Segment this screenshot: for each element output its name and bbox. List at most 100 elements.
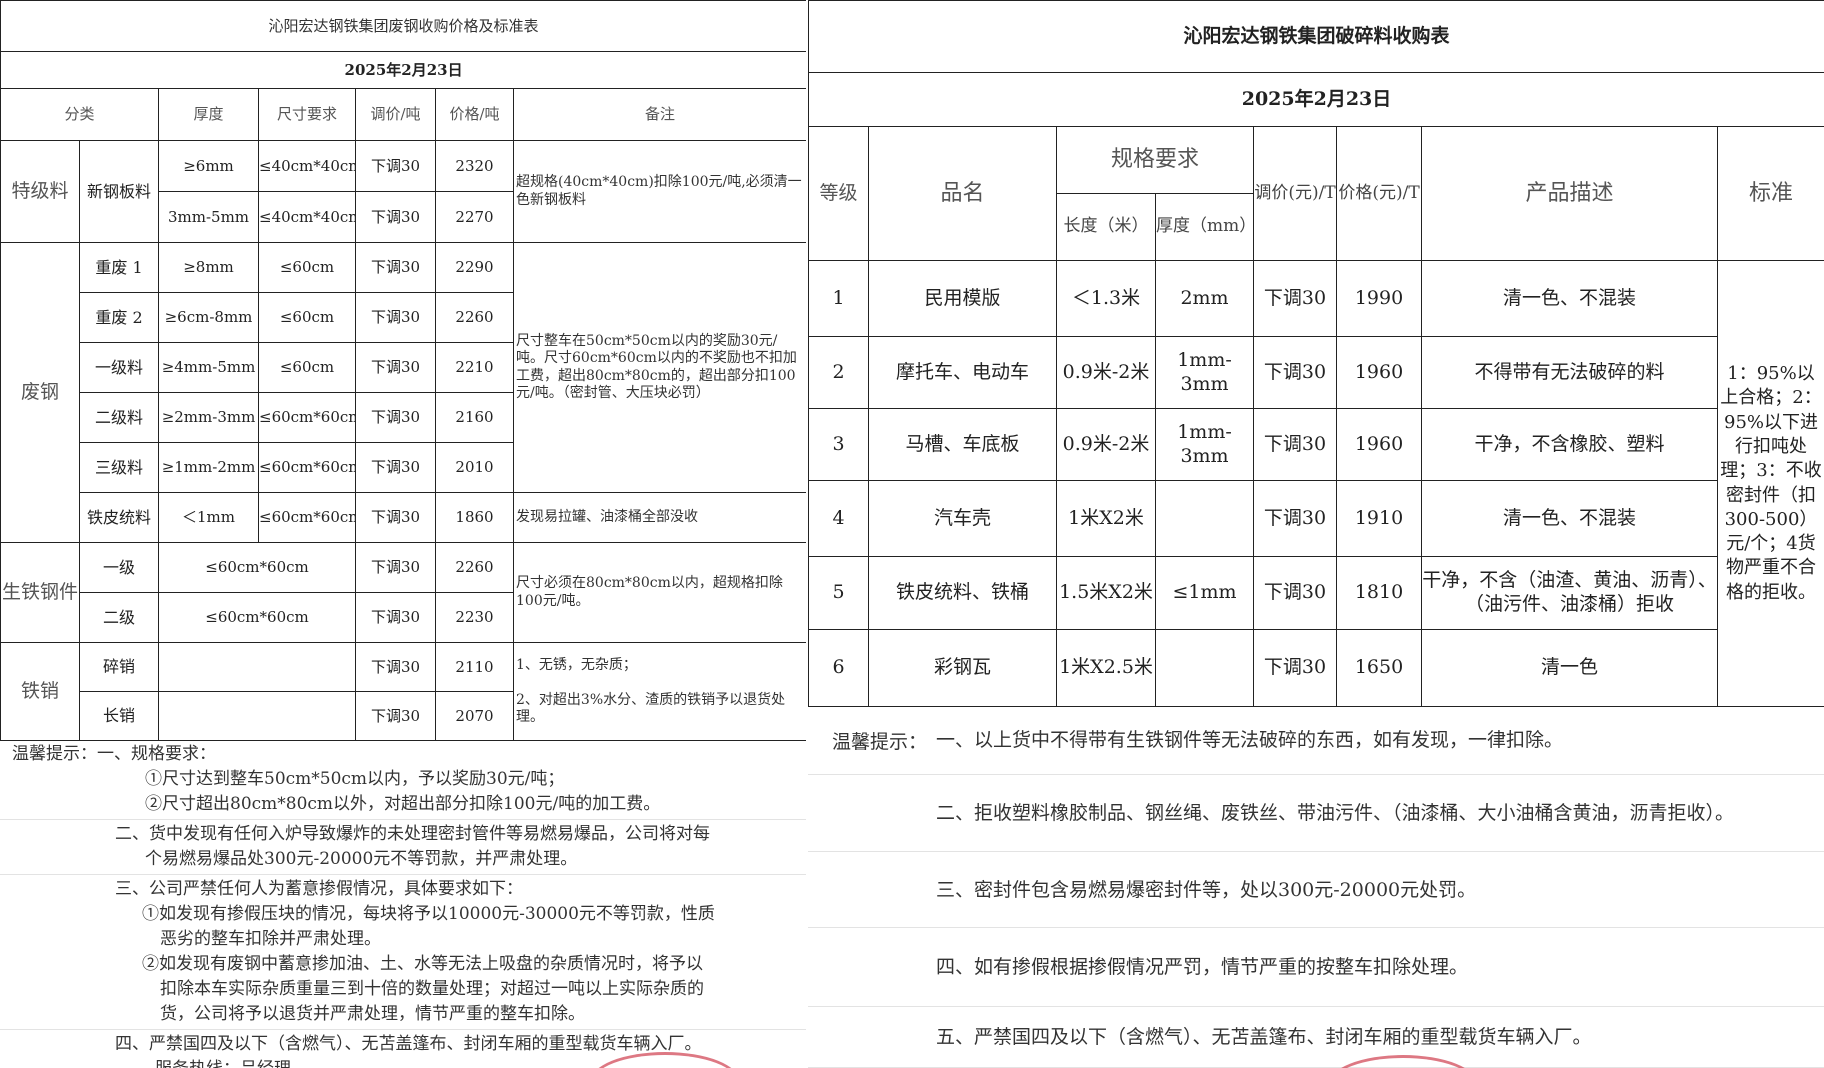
tip-row: 四、如有掺假根据掺假情况严罚，情节严重的按整车扣除处理。 [808, 928, 1824, 1007]
table-row: 铁销 碎销 下调30 2110 1、无锈，无杂质； 2、对超出3%水分、渣质的铁销予以退… [0, 642, 806, 741]
size-cell: ≤60cm*60cm [258, 392, 356, 443]
price-cell: 1960 [1336, 336, 1422, 409]
header-length: 长度（米） [1056, 193, 1156, 261]
table-row: 废钢 重废 1 ≥8mm ≤60cm 下调30 2290 尺寸整车在50cm*50cm以内的… [0, 242, 806, 543]
category-cell: 废钢 [0, 242, 80, 543]
tip-line: 扣除本车实际杂质重量三到十倍的数量处理；对超过一吨以上实际杂质的 [160, 979, 704, 999]
adjust-cell: 下调30 [355, 392, 436, 443]
sheet-title: 沁阳宏达钢铁集团破碎料收购表 [808, 0, 1824, 73]
table-row: 2 摩托车、电动车 0.9米-2米 1mm-3mm 下调30 1960 不得带有无法破碎的料 [808, 336, 1824, 409]
table-row: 4 汽车壳 1米X2米 下调30 1910 清一色、不混装 [808, 480, 1824, 557]
header-standard: 标准 [1716, 126, 1824, 261]
length-cell: 1.5米X2米 [1056, 556, 1156, 630]
item-name: 一级料 [79, 342, 159, 393]
length-cell: 0.9米-2米 [1056, 336, 1156, 409]
size-cell: ≤60cm [258, 292, 356, 343]
price-cell: 2010 [435, 442, 514, 493]
adjust-cell: 下调30 [1253, 480, 1337, 557]
table-row: 重废 2 ≥6cm-8mm ≤60cm 下调30 2260 [1, 292, 807, 343]
size-cell [158, 691, 356, 741]
tip-line: ②如发现有废钢中蓄意掺加油、土、水等无法上吸盘的杂质情况时，将予以 [142, 954, 703, 974]
item-name: 新钢板料 [79, 140, 159, 243]
price-cell: 2230 [435, 592, 514, 643]
tip-text: 一、以上货中不得带有生铁钢件等无法破碎的东西，如有发现，一律扣除。 [936, 729, 1564, 751]
note-cell: 尺寸整车在50cm*50cm以内的奖励30元/吨。尺寸60cm*60cm以内的不… [512, 242, 806, 493]
item-name: 一级 [79, 542, 159, 593]
thickness-cell: ≥8mm [158, 242, 259, 293]
adjust-cell: 下调30 [355, 292, 436, 343]
header-thickness: 厚度（mm） [1155, 193, 1254, 261]
tip-line: 个易燃易爆品处300元-20000元不等罚款，并严肃处理。 [145, 849, 578, 869]
grade-cell: 3 [808, 408, 869, 481]
tip-row: 二、拒收塑料橡胶制品、钢丝绳、废铁丝、带油污件、（油漆桶、大小油桶含黄油，沥青拒… [808, 775, 1824, 852]
table-row: 1 民用模版 ＜1.3米 2mm 下调30 1990 清一色、不混装 1：95%以上合格；2：… [808, 260, 1824, 707]
price-cell: 1860 [435, 492, 514, 543]
adjust-cell: 下调30 [355, 642, 436, 692]
size-cell: ≤60cm*60cm [158, 592, 356, 643]
size-cell: ≤60cm [258, 342, 356, 393]
tip-row: 三、密封件包含易燃易爆密封件等，处以300元-20000元处罚。 [808, 852, 1824, 928]
sheet-title: 沁阳宏达钢铁集团废钢收购价格及标准表 [0, 0, 806, 52]
adjust-cell: 下调30 [1253, 629, 1337, 707]
desc-cell: 干净，不含（油渣、黄油、沥青）、（油污件、油漆桶）拒收 [1421, 556, 1718, 630]
table-row: 生铁钢件 一级 ≤60cm*60cm 下调30 2260 尺寸必须在80cm*80cm以内… [0, 542, 806, 643]
thickness-cell: 2mm [1155, 260, 1254, 337]
thickness-cell: ≥2mm-3mm [158, 392, 259, 443]
table-row: 二级料 ≥2mm-3mm ≤60cm*60cm 下调30 2160 [1, 392, 807, 443]
table-row: 长销 下调30 2070 [1, 691, 807, 741]
header-price: 价格/吨 [435, 88, 514, 141]
name-cell: 汽车壳 [868, 480, 1057, 557]
thickness-cell: 3mm-5mm [158, 191, 259, 243]
tip-line: ②尺寸超出80cm*80cm以外，对超出部分扣除100元/吨的加工费。 [145, 794, 661, 814]
adjust-cell: 下调30 [1253, 260, 1337, 337]
price-cell: 2270 [435, 191, 514, 243]
item-name: 铁皮统料 [79, 492, 159, 543]
adjust-cell: 下调30 [355, 191, 436, 243]
note-cell: 1、无锈，无杂质； 2、对超出3%水分、渣质的铁销予以退货处理。 [512, 642, 806, 741]
table-row: 5 铁皮统料、铁桶 1.5米X2米 ≤1mm 下调30 1810 干净，不含（油渣、黄油、沥… [808, 556, 1824, 630]
thickness-cell: ≥4mm-5mm [158, 342, 259, 393]
desc-cell: 清一色 [1421, 629, 1718, 707]
adjust-cell: 下调30 [355, 542, 436, 593]
name-cell: 铁皮统料、铁桶 [868, 556, 1057, 630]
table-row: 一级料 ≥4mm-5mm ≤60cm 下调30 2210 [1, 342, 807, 393]
tips-section: 温馨提示： 一、以上货中不得带有生铁钢件等无法破碎的东西，如有发现，一律扣除。 二、… [808, 706, 1824, 1068]
item-name: 三级料 [79, 442, 159, 493]
header-grade: 等级 [808, 126, 869, 261]
sheet-date: 2025年2月23日 [0, 51, 806, 89]
table-row: 铁皮统料 ＜1mm ≤60cm*60cm 下调30 1860 发现易拉罐、油漆桶全部没收 [1, 492, 806, 543]
adjust-cell: 下调30 [1253, 408, 1337, 481]
tip-line: 四、严禁国四及以下（含燃气）、无苫盖篷布、封闭车厢的重型载货车辆入厂。 [115, 1034, 702, 1054]
item-name: 碎销 [79, 642, 159, 692]
name-cell: 马槽、车底板 [868, 408, 1057, 481]
length-cell: ＜1.3米 [1056, 260, 1156, 337]
tip-line: ①尺寸达到整车50cm*50cm以内，予以奖励30元/吨； [145, 769, 565, 789]
price-cell: 2260 [435, 292, 514, 343]
crushed-material-purchase-sheet: 沁阳宏达钢铁集团破碎料收购表 2025年2月23日 等级 品名 规格要求 调价(… [808, 0, 1824, 1068]
header-adjust: 调价/吨 [355, 88, 436, 141]
tip-line: ①如发现有掺假压块的情况，每块将予以10000元-30000元不等罚款，性质 [142, 904, 715, 924]
thickness-cell: 1mm-3mm [1155, 408, 1254, 481]
header-name: 品名 [868, 126, 1057, 261]
price-cell: 2160 [435, 392, 514, 443]
name-cell: 彩钢瓦 [868, 629, 1057, 707]
thickness-cell: ≥6mm [158, 140, 259, 192]
price-cell: 2210 [435, 342, 514, 393]
adjust-cell: 下调30 [355, 140, 436, 192]
adjust-cell: 下调30 [1253, 556, 1337, 630]
thickness-cell [1155, 629, 1254, 707]
size-cell: ≤40cm*40cm [258, 191, 356, 243]
name-cell: 摩托车、电动车 [868, 336, 1057, 409]
tip-block: 四、严禁国四及以下（含燃气）、无苫盖篷布、封闭车厢的重型载货车辆入厂。服务热线：… [0, 1030, 806, 1068]
table-row: 6 彩钢瓦 1米X2.5米 下调30 1650 清一色 [808, 629, 1824, 707]
table-row: 特级料 新钢板料 ≥6mm ≤40cm*40cm 下调30 2320 超规格(40cm*40… [0, 140, 806, 243]
header-thickness: 厚度 [158, 88, 259, 141]
adjust-cell: 下调30 [355, 442, 436, 493]
tip-line: 温馨提示：一、规格要求： [12, 744, 216, 764]
tip-block: 三、公司严禁任何人为蓄意掺假情况，具体要求如下： ①如发现有掺假压块的情况，每块将… [0, 875, 806, 1030]
size-cell: ≤60cm [258, 242, 356, 293]
header-spec: 规格要求 [1056, 126, 1254, 194]
tip-line: 二、货中发现有任何入炉导致爆炸的未处理密封管件等易燃易爆品，公司将对每 [115, 824, 710, 844]
table-row: 二级 ≤60cm*60cm 下调30 2230 [1, 592, 807, 643]
table-row: 3 马槽、车底板 0.9米-2米 1mm-3mm 下调30 1960 干净，不含橡胶、塑料 [808, 408, 1824, 481]
